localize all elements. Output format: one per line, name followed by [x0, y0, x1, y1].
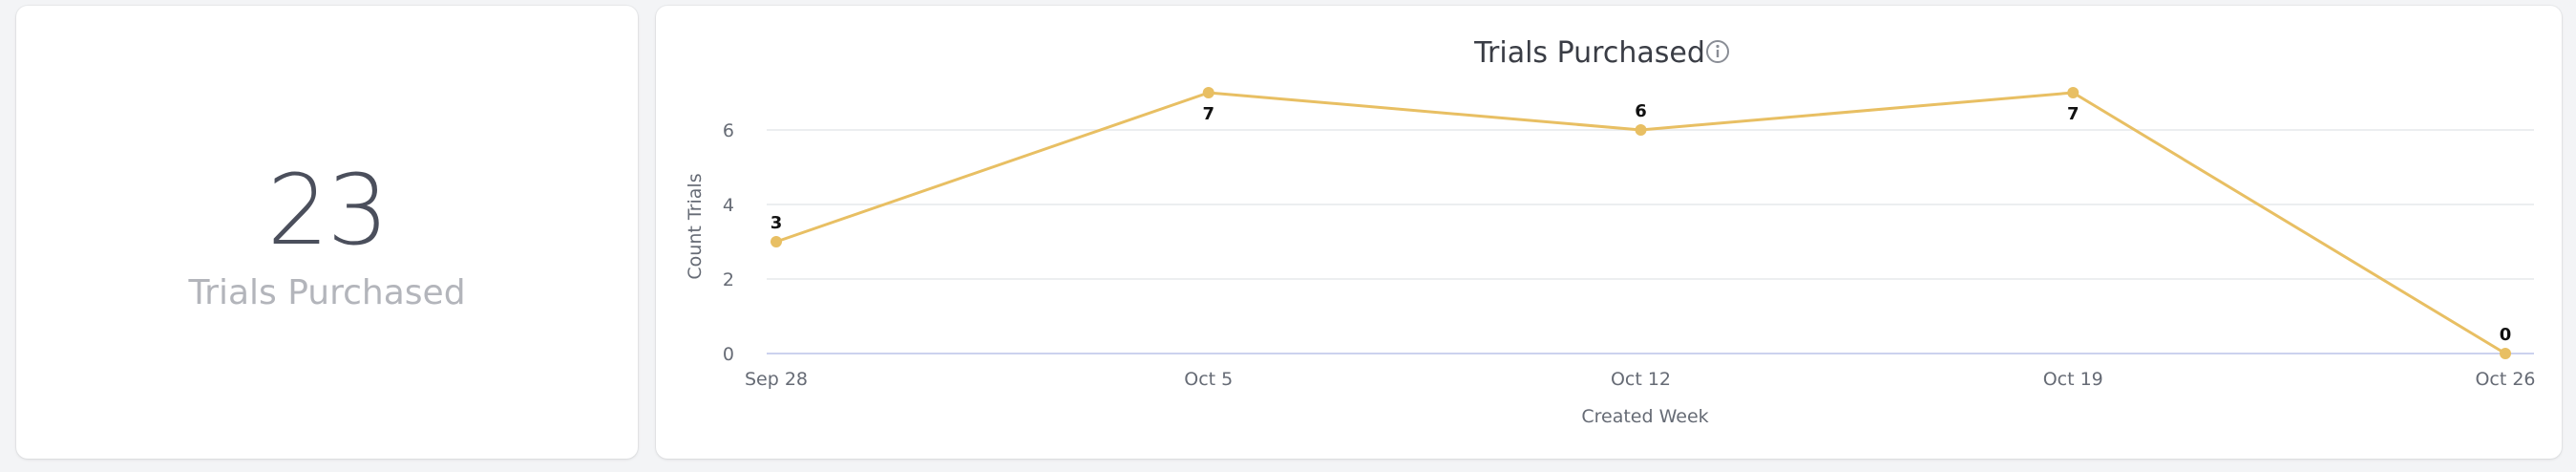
data-label: 3	[771, 213, 783, 233]
data-point[interactable]	[2067, 87, 2080, 98]
data-point[interactable]	[2500, 348, 2511, 359]
x-tick-label: Oct 26	[2475, 369, 2535, 390]
x-tick-label: Oct 12	[1611, 369, 1671, 390]
y-tick-label: 2	[723, 269, 734, 290]
y-tick-label: 4	[723, 195, 734, 216]
kpi-card: 23 Trials Purchased	[16, 6, 638, 459]
axes: 0 2 4 6 Sep 28 Oct 5 Oct 12 Oct 19 Oct 26	[723, 120, 2536, 390]
data-label: 7	[1202, 104, 1214, 124]
kpi-label: Trials Purchased	[188, 273, 466, 312]
x-axis-title: Created Week	[1581, 406, 1708, 427]
x-tick-label: Oct 19	[2043, 369, 2103, 390]
data-label: 7	[2067, 104, 2080, 124]
data-point[interactable]	[1202, 87, 1214, 98]
data-label: 6	[1635, 101, 1647, 121]
chart-card: Trials Purchased 0 2 4 6 Sep 28 Oct 5 Oct 12 Oc…	[656, 6, 2562, 459]
y-tick-label: 0	[723, 344, 734, 365]
y-tick-label: 6	[723, 120, 734, 141]
series-line	[771, 87, 2511, 359]
x-tick-label: Oct 5	[1184, 369, 1233, 390]
info-icon[interactable]	[1706, 40, 1729, 63]
x-tick-label: Sep 28	[745, 369, 808, 390]
data-point[interactable]	[771, 236, 782, 247]
kpi-value: 23	[266, 154, 390, 268]
data-labels: 3 7 6 7 0	[771, 101, 2512, 345]
line-chart: Trials Purchased 0 2 4 6 Sep 28 Oct 5 Oct 12 Oc…	[685, 36, 2536, 427]
data-point[interactable]	[1635, 124, 1647, 136]
data-label: 0	[2500, 325, 2512, 345]
gridlines	[767, 129, 2534, 354]
chart-title: Trials Purchased	[1473, 36, 1705, 70]
y-axis-title: Count Trials	[685, 173, 706, 279]
